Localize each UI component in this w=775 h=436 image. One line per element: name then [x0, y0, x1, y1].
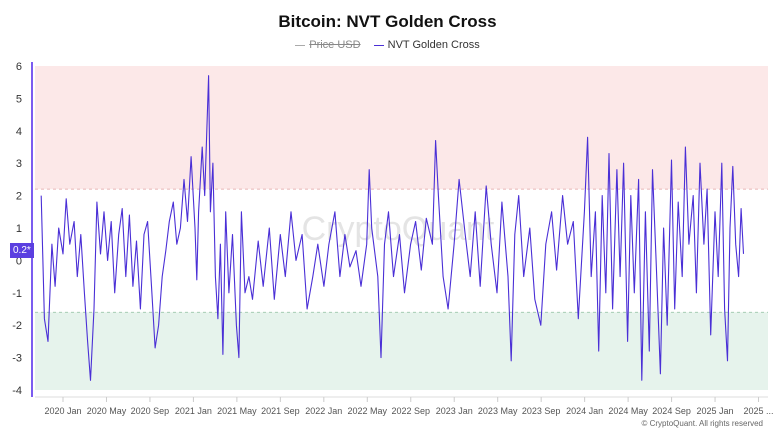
legend-label: NVT Golden Cross — [387, 39, 480, 52]
y-tick-label: 5 — [16, 93, 22, 105]
y-tick-label: -2 — [12, 320, 22, 332]
x-tick-label: 2020 May — [87, 406, 127, 416]
x-tick-label: 2021 Jan — [175, 406, 212, 416]
x-tick-label: 2023 Jan — [436, 406, 473, 416]
x-tick-label: 2023 May — [478, 406, 518, 416]
legend-item-price-usd[interactable]: Price USD — [295, 39, 361, 52]
y-tick-label: -1 — [12, 288, 22, 300]
x-tick-label: 2024 Jan — [566, 406, 603, 416]
x-tick-label: 2021 May — [217, 406, 257, 416]
legend-label: Price USD — [309, 39, 361, 52]
y-tick-label: 3 — [16, 158, 22, 170]
x-tick-label: 2021 Sep — [261, 406, 300, 416]
legend-swatch — [373, 44, 384, 46]
x-tick-label: 2024 Sep — [652, 406, 691, 416]
x-tick-label: 2022 Sep — [391, 406, 430, 416]
copyright: © CryptoQuant. All rights reserved — [641, 419, 764, 428]
y-tick-label: -3 — [12, 353, 22, 365]
legend-swatch — [295, 44, 306, 46]
y-tick-label: 2 — [16, 191, 22, 203]
x-tick-label: 2022 May — [348, 406, 388, 416]
y-tick-label: 6 — [16, 61, 22, 73]
x-tick-label: 2025 ... — [744, 406, 774, 416]
x-tick-label: 2024 May — [608, 406, 648, 416]
y-tick-label: 0 — [16, 255, 22, 267]
series-line-nvt-golden-cross — [40, 75, 745, 381]
threshold-band — [35, 66, 768, 190]
chart-title: Bitcoin: NVT Golden Cross — [278, 12, 497, 31]
legend-item-nvt-golden-cross[interactable]: NVT Golden Cross — [373, 39, 480, 52]
y-tick-label: 4 — [16, 126, 22, 138]
x-tick-label: 2020 Sep — [131, 406, 170, 416]
x-tick-label: 2022 Jan — [305, 406, 342, 416]
y-tick-label: -4 — [12, 385, 22, 397]
x-tick-label: 2023 Sep — [522, 406, 561, 416]
y-tick-label: 1 — [16, 223, 22, 235]
x-tick-label: 2020 Jan — [44, 406, 81, 416]
x-tick-label: 2025 Jan — [697, 406, 734, 416]
threshold-band — [35, 312, 768, 390]
current-value-label: 0.2* — [10, 243, 34, 258]
legend: Price USD NVT Golden Cross — [0, 37, 775, 51]
